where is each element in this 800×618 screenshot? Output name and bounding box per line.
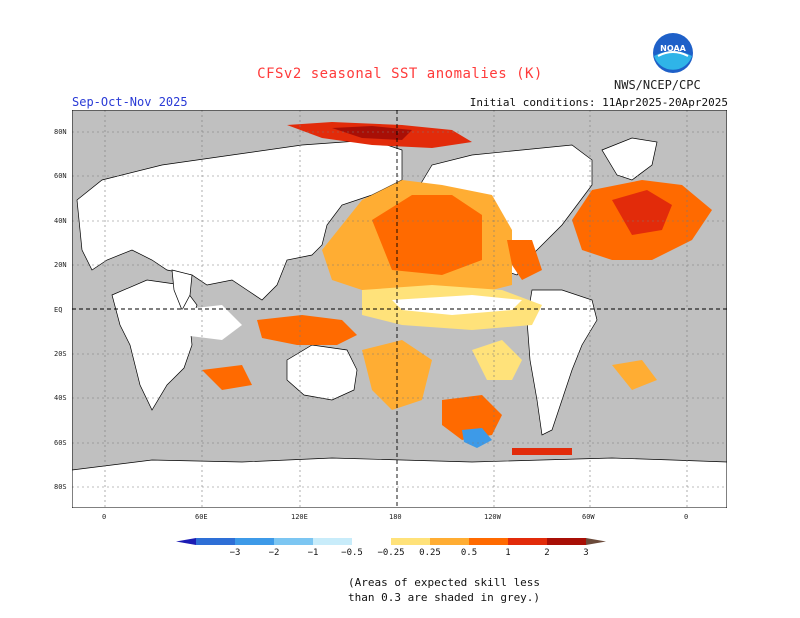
season-label: Sep-Oct-Nov 2025 (72, 95, 188, 109)
colorbar-swatch (430, 538, 469, 545)
land-india (171, 269, 193, 311)
colorbar-tick-label: 0.5 (461, 548, 477, 558)
anomaly-north-atlantic-core (612, 190, 672, 235)
lon-label-60e: 60E (195, 513, 208, 521)
colorbar-swatch (547, 538, 586, 545)
colorbar-swatch (235, 538, 274, 545)
lon-label-120w: 120W (484, 513, 501, 521)
colorbar-tick-label: −1 (308, 548, 319, 558)
colorbar-tick-label: 1 (505, 548, 510, 558)
colorbar-tick-label: −0.25 (377, 548, 404, 558)
lat-label-20s: 20S (54, 350, 67, 358)
lat-label-eq: EQ (54, 306, 63, 314)
colorbar-arrow-left (176, 538, 196, 545)
lon-label-120e: 120E (291, 513, 308, 521)
colorbar: −3 −2 −1 −0.5 −0.25 0.25 0.5 1 2 3 (176, 538, 606, 558)
colorbar-tick-label: 0.25 (419, 548, 441, 558)
logo-text: NOAA (660, 44, 686, 53)
lon-label-0-left: 0 (102, 513, 107, 521)
colorbar-swatch (508, 538, 547, 545)
colorbar-tick-label: −3 (230, 548, 241, 558)
anomaly-fields (177, 122, 712, 455)
graticule (72, 110, 727, 508)
anomaly-maritime-continent (257, 315, 357, 345)
agency-label: NWS/NCEP/CPC (614, 78, 701, 92)
colorbar-swatch (352, 538, 391, 545)
lon-label-0-right: 0 (684, 513, 689, 521)
land-greenland (601, 137, 658, 181)
anomaly-indian-neutral (177, 305, 242, 340)
map-title: CFSv2 seasonal SST anomalies (K) (257, 66, 543, 82)
land (72, 137, 727, 508)
colorbar-swatch (391, 538, 430, 545)
anomaly-indian-ocean-south (202, 365, 252, 390)
anomaly-south-pacific-far (442, 395, 502, 440)
anomaly-southern-cold (462, 428, 492, 448)
anomaly-arctic-core (332, 126, 412, 140)
skill-note: (Areas of expected skill less than 0.3 a… (348, 575, 540, 605)
colorbar-swatch (196, 538, 235, 545)
lat-label-60s: 60S (54, 439, 67, 447)
colorbar-tick-label: 3 (583, 548, 588, 558)
lat-label-80s: 80S (54, 483, 67, 491)
anomaly-south-atlantic (612, 360, 657, 390)
anomaly-equatorial-pacific-neutral (392, 295, 522, 315)
anomaly-south-pacific-pale (472, 340, 522, 380)
colorbar-tick-label: −2 (269, 548, 280, 558)
anomaly-southern-ocean-strip (512, 448, 572, 455)
anomaly-west-coast-na (507, 240, 542, 280)
lat-label-80n: 80N (54, 128, 67, 136)
sst-anomaly-map (72, 110, 727, 508)
lat-label-20n: 20N (54, 261, 67, 269)
lon-label-180: 180 (389, 513, 402, 521)
colorbar-arrow-right (586, 538, 606, 545)
skill-note-line-2: than 0.3 are shaded in grey.) (348, 591, 541, 604)
colorbar-tick-label: −0.5 (341, 548, 363, 558)
lon-label-60w: 60W (582, 513, 595, 521)
equator-dateline (72, 110, 727, 508)
colorbar-swatch (313, 538, 352, 545)
anomaly-south-pacific (362, 340, 432, 410)
noaa-logo: NOAA (653, 33, 693, 73)
skill-note-line-1: (Areas of expected skill less (348, 576, 541, 589)
colorbar-tick-label: 2 (544, 548, 549, 558)
land-eurasia (76, 139, 403, 301)
lat-label-60n: 60N (54, 172, 67, 180)
land-australia (286, 344, 358, 401)
colorbar-swatch (469, 538, 508, 545)
anomaly-north-pacific-core (372, 195, 482, 275)
colorbar-swatch (274, 538, 313, 545)
lat-label-40n: 40N (54, 217, 67, 225)
lat-label-40s: 40S (54, 394, 67, 402)
land-south-america (526, 289, 598, 436)
land-antarctica (72, 457, 727, 508)
initial-conditions: Initial conditions: 11Apr2025-20Apr2025 (469, 96, 728, 109)
